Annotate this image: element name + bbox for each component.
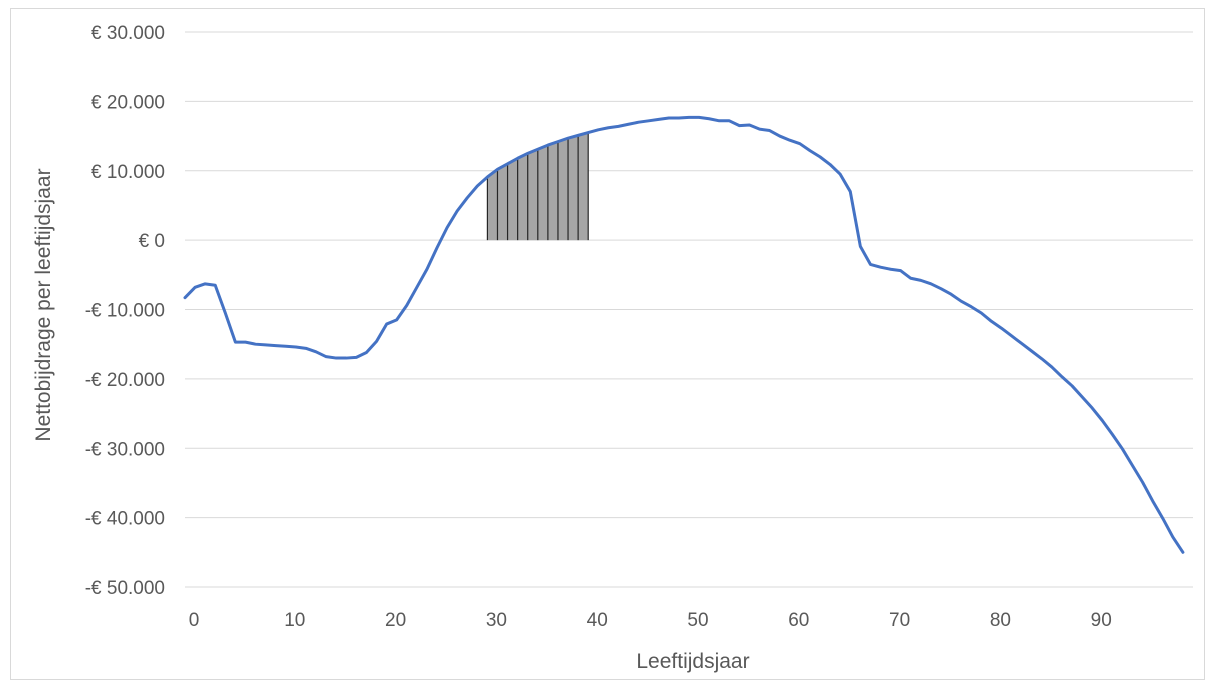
y-tick-label: -€ 40.000 [85, 509, 165, 530]
y-tick-label: -€ 10.000 [85, 301, 165, 322]
x-tick-label: 70 [889, 610, 910, 631]
x-tick-label: 80 [990, 610, 1011, 631]
x-tick-label: 30 [486, 610, 507, 631]
shaded-area-30-40 [486, 132, 589, 241]
y-tick-label: -€ 30.000 [85, 439, 165, 460]
x-tick-label: 10 [284, 610, 305, 631]
gridlines [185, 31, 1193, 588]
x-axis-ticks: 0 10 20 30 40 50 60 70 80 90 [189, 610, 1112, 631]
series-line [183, 115, 1185, 554]
y-axis-title: Nettobijdrage per leeftijdsjaar [32, 168, 55, 441]
y-tick-label: € 20.000 [91, 92, 165, 113]
chart-frame [10, 8, 1205, 680]
y-tick-label: -€ 50.000 [85, 578, 165, 599]
x-tick-label: 50 [687, 610, 708, 631]
y-tick-label: -€ 20.000 [85, 370, 165, 391]
x-tick-label: 90 [1091, 610, 1112, 631]
x-tick-label: 60 [788, 610, 809, 631]
x-tick-label: 0 [189, 610, 200, 631]
y-tick-label: € 10.000 [91, 162, 165, 183]
series-layer [183, 115, 1185, 554]
x-axis-title: Leeftijdsjaar [636, 650, 749, 673]
y-axis-ticks: € 30.000 € 20.000 € 10.000 € 0 -€ 10.000 -€ 2… [85, 23, 165, 599]
y-tick-label: € 0 [139, 231, 165, 252]
y-tick-label: € 30.000 [91, 23, 165, 44]
x-tick-label: 20 [385, 610, 406, 631]
x-tick-label: 40 [587, 610, 608, 631]
